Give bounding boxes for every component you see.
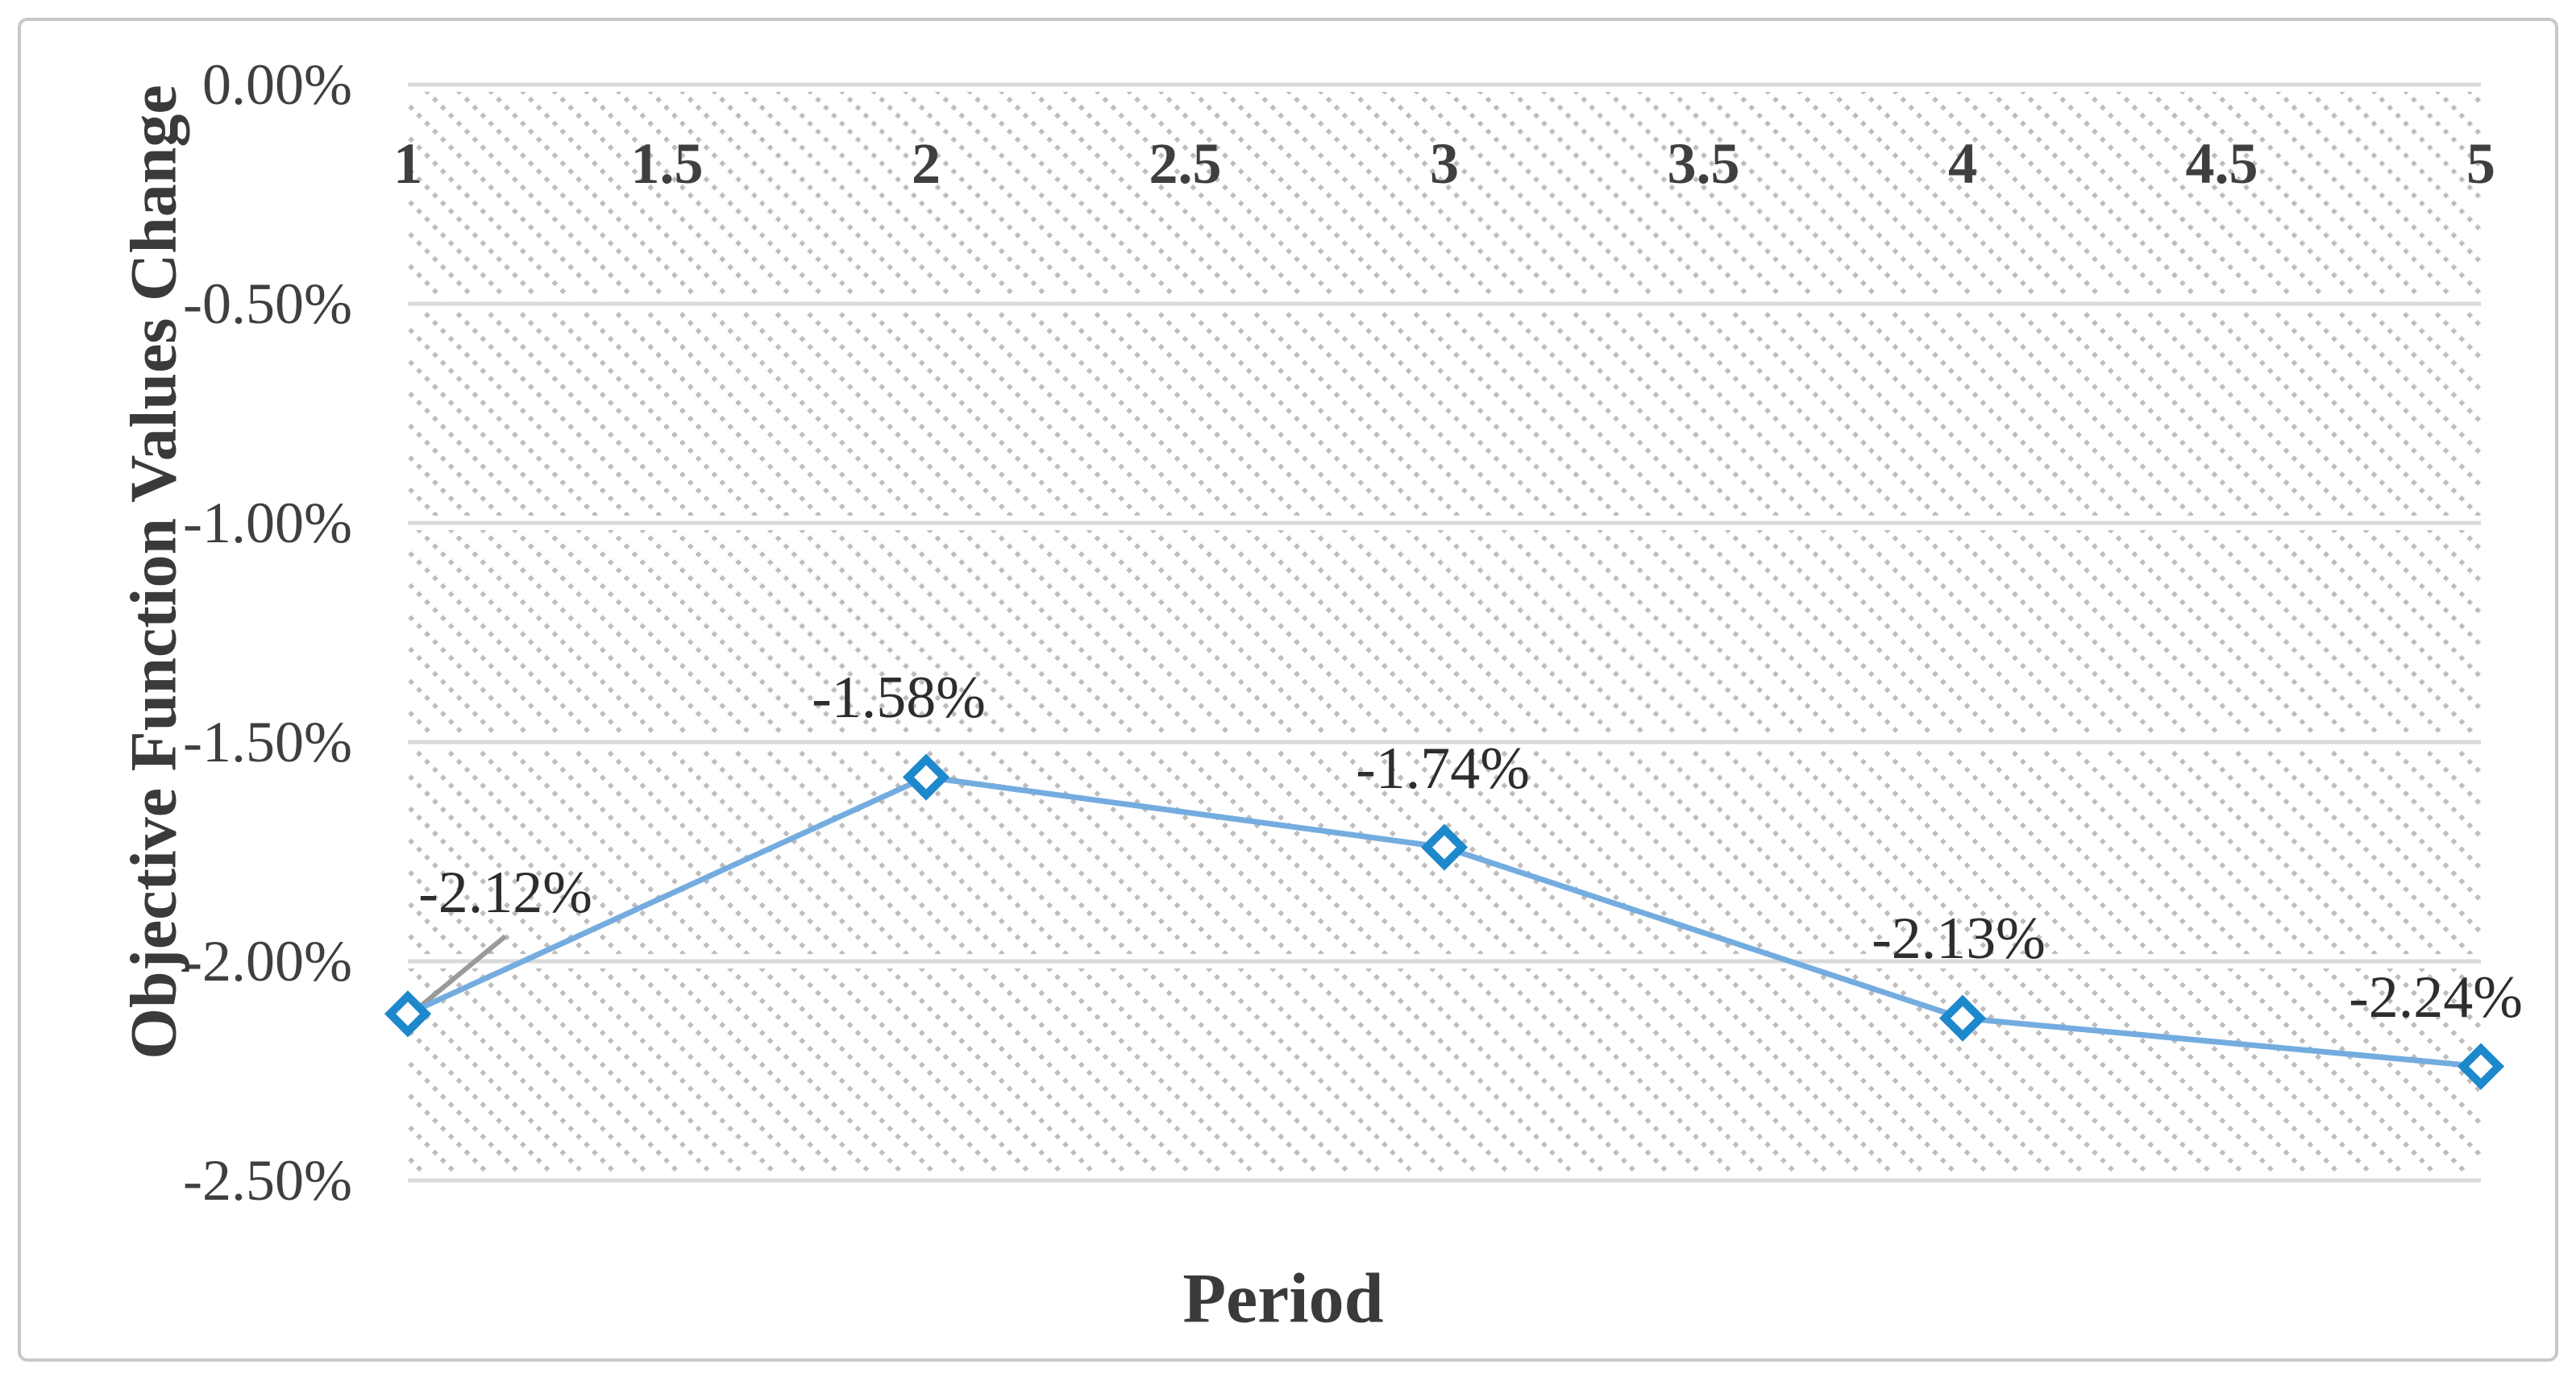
x-tick-label: 1.5 — [631, 131, 704, 196]
y-tick-label: -1.00% — [183, 491, 352, 555]
plot-area — [408, 85, 2481, 1180]
diamond-marker — [384, 990, 432, 1038]
y-tick-label: -0.50% — [183, 272, 352, 336]
data-point-labels: -2.12% -1.58% -1.74% -2.13% -2.24% — [418, 665, 2523, 1031]
x-axis-title: Period — [1182, 1260, 1383, 1338]
data-point-markers — [384, 753, 2505, 1090]
x-tick-label: 1 — [393, 131, 422, 196]
data-point-label: -1.74% — [1356, 736, 1530, 802]
x-tick-label: 3 — [1430, 131, 1459, 196]
data-label-leader-line — [412, 934, 507, 1014]
x-tick-label: 4 — [1948, 131, 1977, 196]
gridlines — [408, 77, 2481, 1188]
figure-border — [18, 18, 2558, 1362]
x-tick-label: 2.5 — [1149, 131, 1222, 196]
data-point-label: -1.58% — [812, 665, 986, 731]
y-tick-label: 0.00% — [202, 52, 352, 117]
diamond-marker — [902, 753, 950, 801]
diamond-marker — [2457, 1043, 2505, 1090]
diamond-marker — [1420, 823, 1469, 871]
y-tick-label: -1.50% — [183, 710, 352, 774]
y-tick-label: -2.50% — [183, 1148, 352, 1213]
x-tick-label: 5 — [2466, 131, 2495, 196]
data-point-label: -2.12% — [418, 860, 592, 926]
y-axis-title: Objective Function Values Change — [117, 85, 190, 1060]
x-tick-label: 2 — [912, 131, 941, 196]
data-point-label: -2.24% — [2349, 964, 2523, 1031]
x-tick-label: 3.5 — [1668, 131, 1740, 196]
x-tick-label: 4.5 — [2186, 131, 2258, 196]
data-point-label: -2.13% — [1872, 906, 2046, 972]
y-tick-label: -2.00% — [183, 929, 352, 993]
diamond-marker — [1938, 994, 1987, 1042]
y-axis-tick-labels: 0.00% -0.50% -1.00% -1.50% -2.00% -2.50% — [183, 52, 352, 1213]
x-axis-tick-labels: 1 1.5 2 2.5 3 3.5 4 4.5 5 — [393, 131, 2495, 196]
